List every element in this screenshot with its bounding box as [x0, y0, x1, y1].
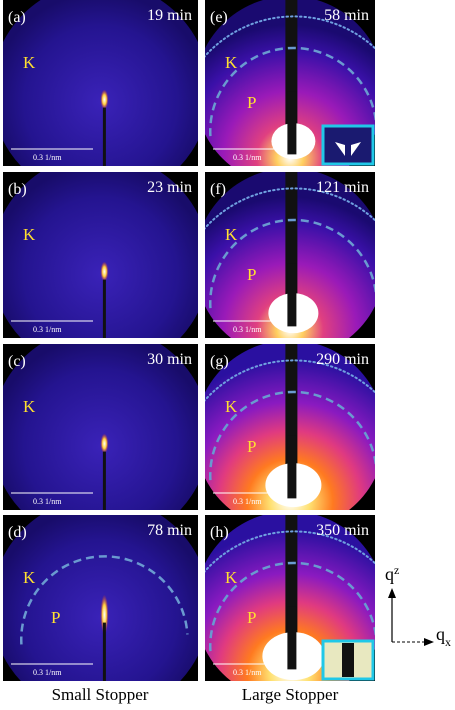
panel-label: (d)	[8, 524, 27, 541]
inset-stopper	[342, 643, 354, 677]
caption: Large Stopper	[242, 685, 339, 704]
panel-label: (f)	[210, 181, 226, 198]
peak-label: P	[247, 265, 256, 284]
time-label: 78 min	[147, 522, 192, 539]
beamstop	[287, 91, 296, 154]
figure: Small Stopper Large Stopper qz qx K (a) 19…	[0, 0, 455, 710]
bright-spot	[100, 262, 108, 282]
time-label: 23 min	[147, 179, 192, 196]
panel-label: (e)	[210, 9, 228, 26]
peak-label: P	[247, 608, 256, 627]
beamstop	[287, 263, 296, 326]
scale-label: 0.3 1/nm	[33, 325, 62, 334]
scattering-panel: K P (g) 290 min 0.3 1/nm	[180, 340, 385, 530]
scale-label: 0.3 1/nm	[33, 497, 62, 506]
peak-label: P	[247, 437, 256, 456]
axis-label: qz	[385, 563, 399, 584]
scale-label: 0.3 1/nm	[233, 668, 262, 677]
scale-label: 0.3 1/nm	[233, 497, 262, 506]
page: Small Stopper Large Stopper qz qx K (a) 19…	[0, 0, 455, 710]
scale-label: 0.3 1/nm	[33, 153, 62, 162]
arrow-head	[388, 588, 396, 598]
time-label: 30 min	[147, 351, 192, 368]
scattering-panel: K (a) 19 min 0.3 1/nm	[0, 0, 215, 201]
peak-label: P	[51, 608, 60, 627]
peak-label: K	[23, 53, 36, 72]
bright-spot	[100, 90, 108, 110]
peak-label: K	[225, 225, 238, 244]
peak-label: K	[23, 397, 36, 416]
panel-label: (b)	[8, 181, 27, 198]
peak-label: K	[23, 225, 36, 244]
time-label: 350 min	[316, 522, 369, 539]
axis-label: qx	[436, 624, 451, 649]
peak-label: K	[23, 568, 36, 587]
peak-label: K	[225, 397, 238, 416]
scattering-panel: K P (f) 121 min 0.3 1/nm	[180, 168, 385, 358]
peak-label: K	[225, 568, 238, 587]
scattering-panel: K P (e) 58 min 0.3 1/nm	[180, 0, 385, 187]
scale-label: 0.3 1/nm	[233, 325, 262, 334]
caption: Small Stopper	[52, 685, 149, 704]
time-label: 290 min	[316, 351, 369, 368]
scattering-panel: K P (h) 350 min 0.3 1/nm	[180, 511, 385, 701]
peak-label: P	[247, 93, 256, 112]
beamstop	[287, 606, 296, 669]
inset	[323, 126, 373, 164]
time-label: 121 min	[316, 179, 369, 196]
peak-label: K	[225, 53, 238, 72]
time-label: 58 min	[324, 7, 369, 24]
beamstop	[287, 435, 296, 498]
arrow-head	[424, 638, 434, 646]
panel-label: (h)	[210, 524, 229, 541]
time-label: 19 min	[147, 7, 192, 24]
panel-label: (c)	[8, 353, 26, 370]
scale-label: 0.3 1/nm	[33, 668, 62, 677]
panel-label: (g)	[210, 353, 229, 370]
scale-label: 0.3 1/nm	[233, 153, 262, 162]
panel-label: (a)	[8, 9, 26, 26]
bright-spot	[100, 434, 108, 454]
